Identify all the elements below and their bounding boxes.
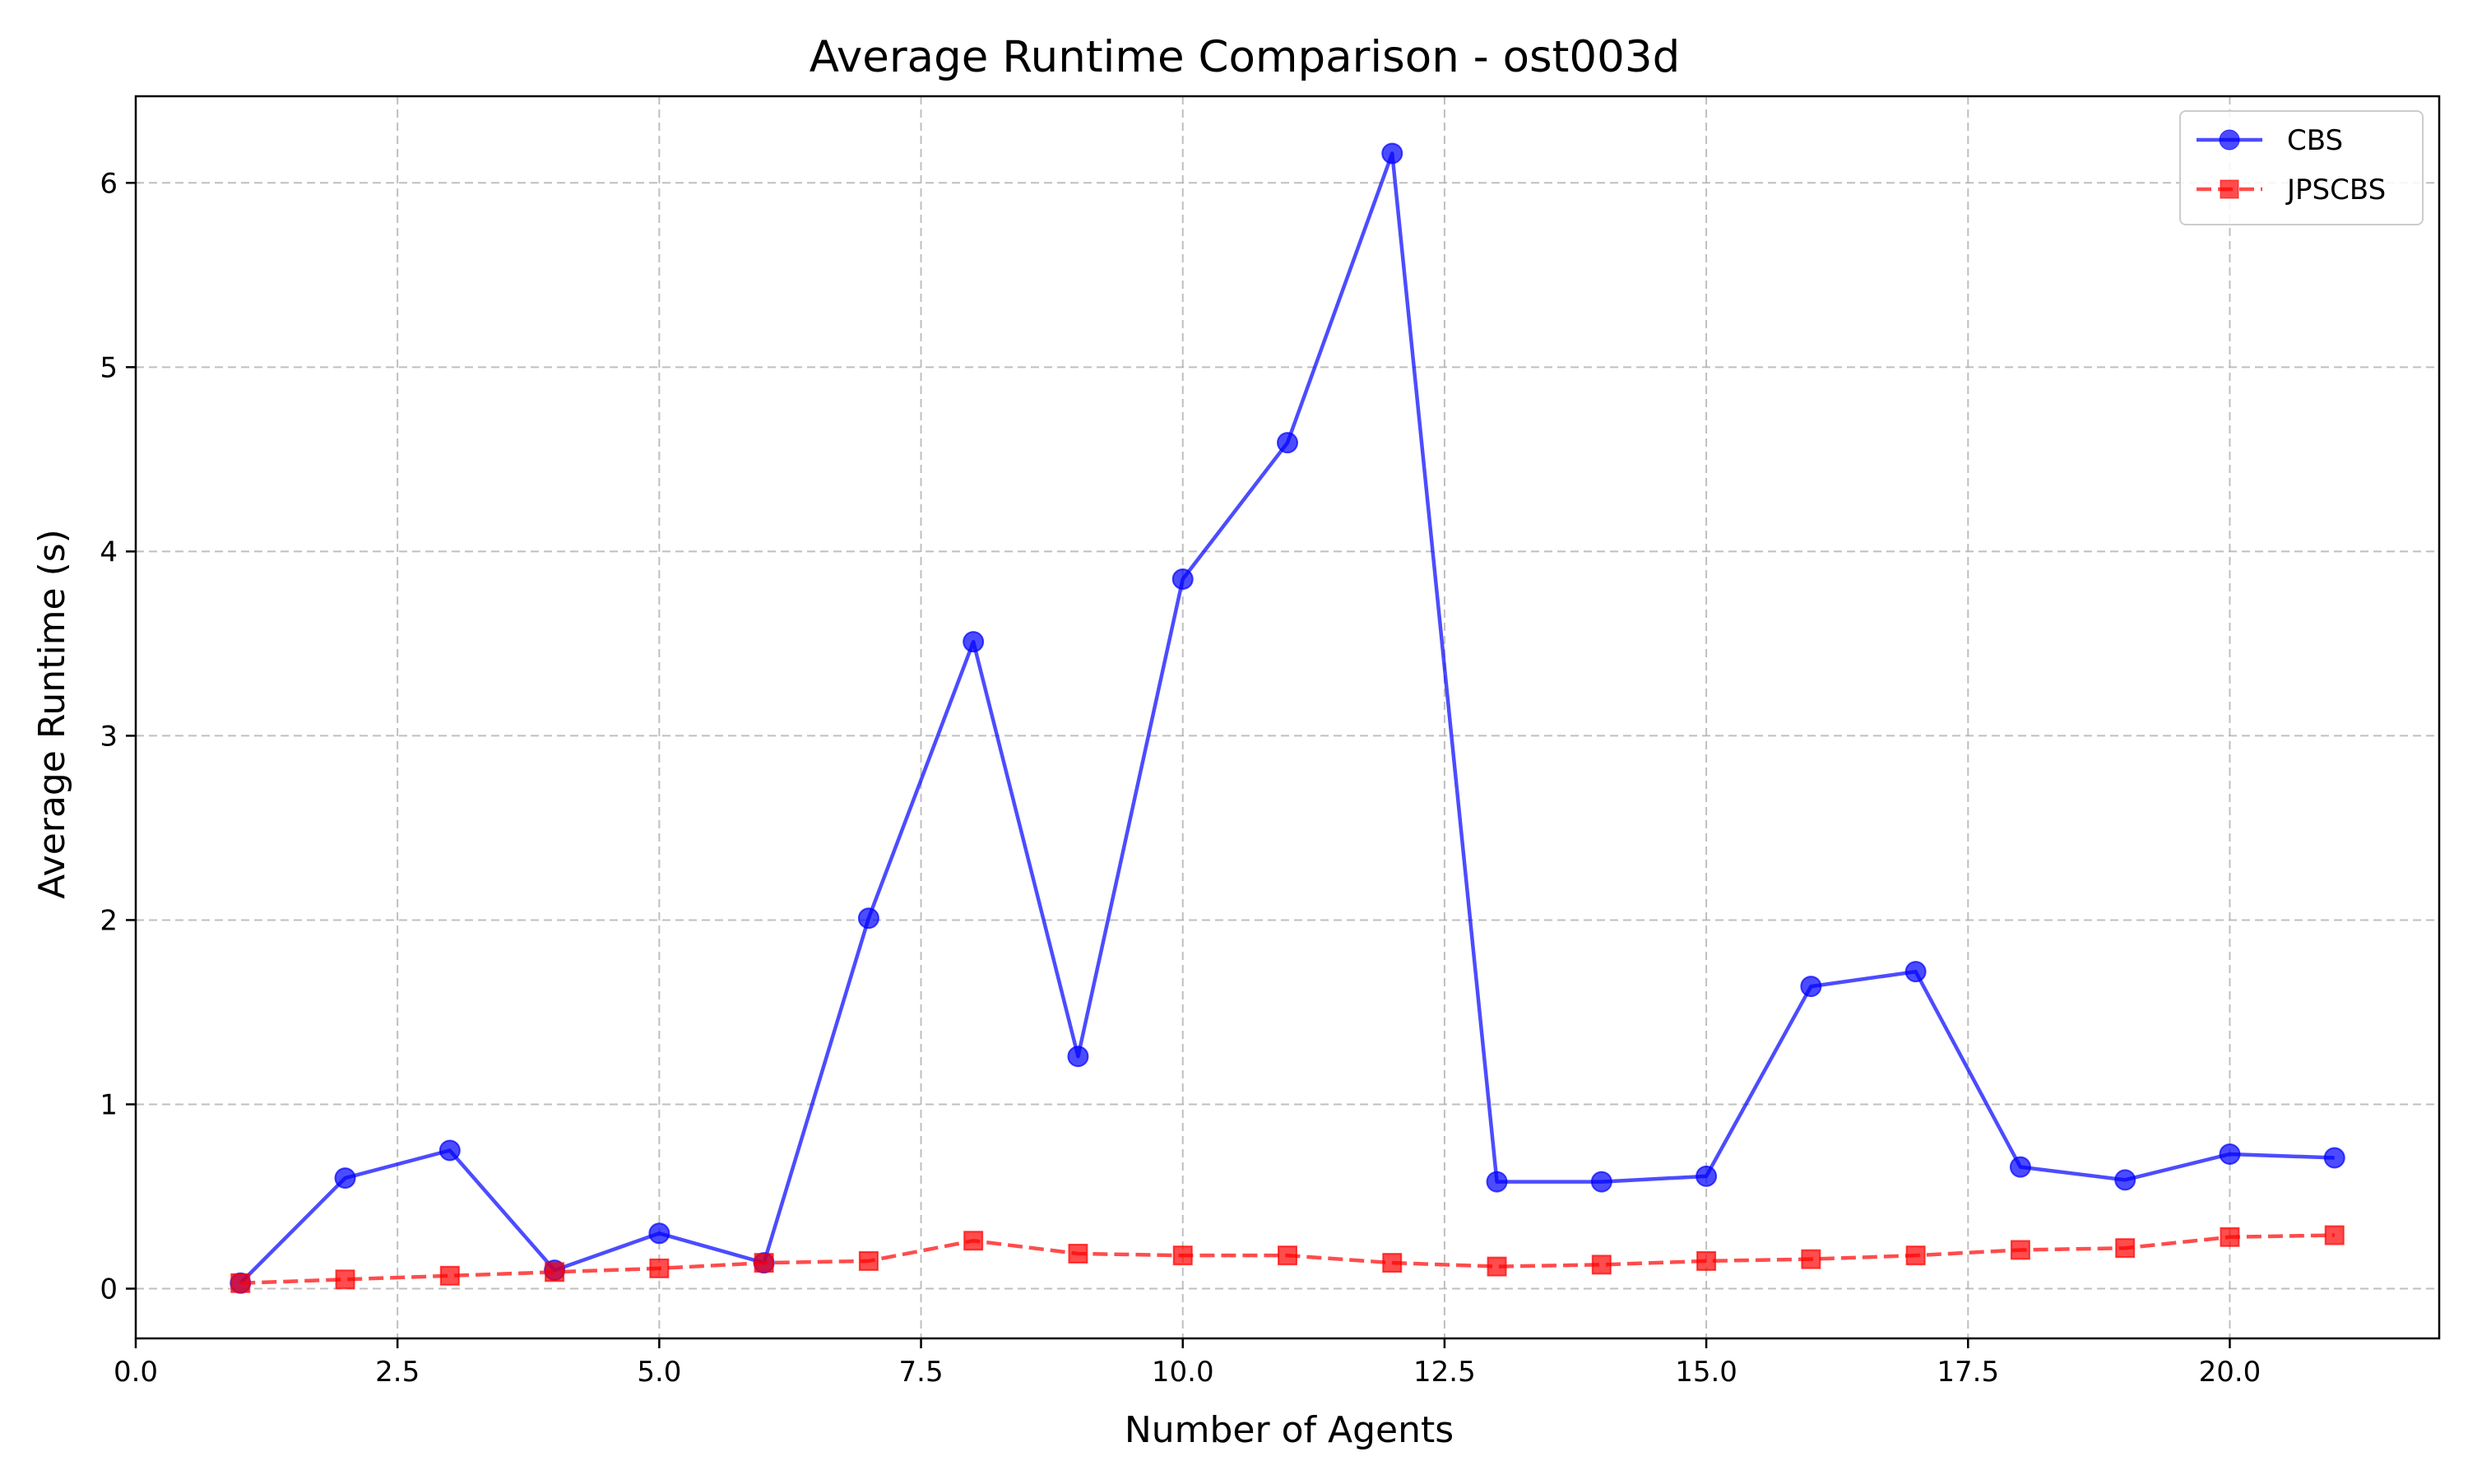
data-point-jpscbs (1487, 1256, 1507, 1277)
data-point-cbs (1696, 1165, 1718, 1187)
x-axis-label: Number of Agents (1125, 1409, 1454, 1451)
data-point-cbs (1067, 1046, 1089, 1068)
chart-title: Average Runtime Comparison - ost003d (810, 32, 1680, 82)
data-point-cbs (2219, 1143, 2241, 1165)
data-point-jpscbs (2115, 1238, 2136, 1259)
data-point-jpscbs (335, 1269, 355, 1290)
series-layer (230, 142, 2345, 1294)
data-point-jpscbs (1696, 1250, 1717, 1271)
legend-label-jpscbs: JPSCBS (2285, 174, 2386, 206)
x-tick-label: 2.5 (375, 1356, 420, 1389)
data-point-jpscbs (1591, 1254, 1612, 1275)
y-tick-label: 0 (100, 1273, 118, 1306)
data-point-jpscbs (230, 1273, 251, 1293)
plot-frame (134, 95, 2441, 1340)
data-point-cbs (963, 631, 985, 653)
data-point-cbs (1590, 1171, 1612, 1193)
y-axis-label: Average Runtime (s) (31, 529, 73, 899)
data-point-cbs (2009, 1156, 2031, 1178)
data-point-cbs (2323, 1147, 2345, 1169)
x-tick-label: 7.5 (899, 1356, 944, 1389)
data-point-jpscbs (963, 1231, 984, 1251)
data-point-jpscbs (2324, 1225, 2345, 1245)
data-point-cbs (1486, 1171, 1508, 1193)
x-tick-label: 12.5 (1413, 1356, 1476, 1389)
x-tick-label: 10.0 (1152, 1356, 1214, 1389)
x-tick-label: 5.0 (637, 1356, 681, 1389)
data-point-jpscbs (858, 1250, 879, 1271)
data-point-cbs (1904, 961, 1927, 983)
data-point-cbs (334, 1167, 356, 1190)
data-point-jpscbs (1172, 1245, 1193, 1266)
data-point-jpscbs (1905, 1245, 1926, 1266)
x-tick-label: 17.5 (1937, 1356, 1999, 1389)
grid (135, 96, 2439, 1338)
data-point-jpscbs (1278, 1245, 1297, 1266)
data-point-cbs (648, 1222, 670, 1245)
legend-label-cbs: CBS (2287, 124, 2343, 157)
data-point-jpscbs (2010, 1240, 2030, 1260)
legend: CBS JPSCBS (2179, 110, 2424, 225)
y-tick-label: 5 (100, 351, 118, 384)
data-point-cbs (1381, 142, 1403, 165)
y-tick-label: 1 (100, 1088, 118, 1121)
data-point-jpscbs (439, 1265, 460, 1286)
y-tick-label: 6 (100, 167, 118, 200)
data-point-cbs (438, 1139, 461, 1162)
data-point-cbs (1277, 432, 1298, 454)
data-point-cbs (2114, 1169, 2136, 1191)
x-tick-label: 15.0 (1675, 1356, 1737, 1389)
data-point-cbs (1171, 568, 1194, 590)
y-tick-label: 3 (100, 720, 118, 753)
y-tick-label: 2 (100, 904, 118, 937)
data-point-jpscbs (2220, 1227, 2240, 1247)
data-point-cbs (1800, 976, 1822, 998)
ticks: 0.0 2.5 5.0 7.5 10.0 12.5 15.0 17.5 20.0 0 1 2 3 4 5 6 (100, 167, 2261, 1389)
data-point-jpscbs (754, 1253, 774, 1273)
data-point-jpscbs (545, 1262, 565, 1282)
x-tick-label: 0.0 (114, 1356, 158, 1389)
data-point-jpscbs (649, 1258, 670, 1278)
y-tick-label: 4 (100, 536, 118, 568)
data-point-jpscbs (1068, 1243, 1088, 1264)
x-tick-label: 20.0 (2199, 1356, 2262, 1389)
legend-marker-jpscbs (2220, 179, 2239, 199)
data-point-cbs (857, 907, 879, 930)
data-point-jpscbs (1801, 1249, 1821, 1269)
data-point-jpscbs (1382, 1253, 1403, 1273)
series-jpscbs (230, 1225, 2345, 1293)
legend-marker-cbs (2219, 129, 2240, 151)
